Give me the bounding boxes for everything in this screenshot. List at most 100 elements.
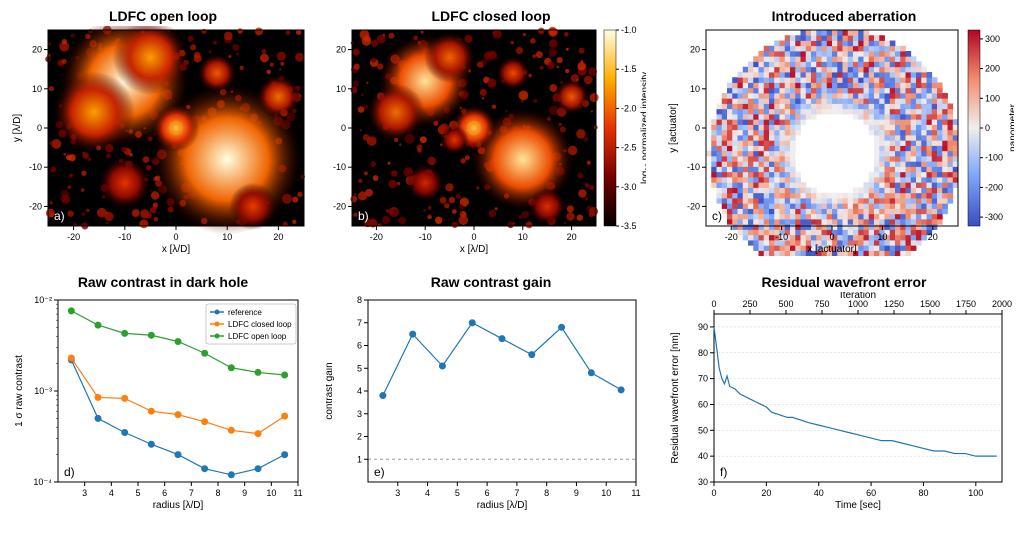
svg-text:11: 11 <box>293 488 302 498</box>
svg-text:Residual wavefront error [nm]: Residual wavefront error [nm] <box>670 332 681 463</box>
svg-text:10: 10 <box>266 488 276 498</box>
svg-text:20: 20 <box>567 232 577 242</box>
panel-b: LDFC closed loop b)-20-1001020-20-100102… <box>326 8 656 268</box>
svg-text:contrast gain: contrast gain <box>326 362 335 419</box>
svg-text:-300: -300 <box>985 212 1003 222</box>
svg-text:0: 0 <box>711 299 716 309</box>
svg-text:3: 3 <box>357 409 362 419</box>
svg-text:10: 10 <box>601 488 611 498</box>
svg-text:80: 80 <box>918 488 928 498</box>
svg-text:y [actuator]: y [actuator] <box>668 103 679 153</box>
svg-text:50: 50 <box>698 425 708 435</box>
svg-text:40: 40 <box>698 451 708 461</box>
svg-text:20: 20 <box>32 45 42 55</box>
svg-text:-3.0: -3.0 <box>621 182 637 192</box>
svg-text:20: 20 <box>690 45 700 55</box>
svg-text:750: 750 <box>814 299 829 309</box>
svg-text:90: 90 <box>698 322 708 332</box>
svg-text:-20: -20 <box>725 232 738 242</box>
svg-text:-10: -10 <box>29 162 42 172</box>
svg-text:e): e) <box>374 465 385 479</box>
svg-text:Time [sec]: Time [sec] <box>835 500 881 511</box>
svg-text:nanometer: nanometer <box>1008 103 1014 151</box>
svg-text:40: 40 <box>814 488 824 498</box>
svg-text:radius [λ/D]: radius [λ/D] <box>153 500 204 511</box>
svg-text:9: 9 <box>574 488 579 498</box>
svg-text:5: 5 <box>455 488 460 498</box>
svg-text:8: 8 <box>544 488 549 498</box>
svg-text:0: 0 <box>695 123 700 133</box>
svg-text:5: 5 <box>135 488 140 498</box>
panel-f-title: Residual wavefront error <box>664 274 1024 290</box>
svg-text:10: 10 <box>518 232 528 242</box>
svg-text:radius [λ/D]: radius [λ/D] <box>477 500 528 511</box>
svg-text:300: 300 <box>985 34 1000 44</box>
svg-text:0: 0 <box>711 488 716 498</box>
svg-text:4: 4 <box>109 488 114 498</box>
svg-text:7: 7 <box>189 488 194 498</box>
svg-text:-1.0: -1.0 <box>621 26 637 35</box>
svg-text:6: 6 <box>485 488 490 498</box>
svg-text:7: 7 <box>514 488 519 498</box>
svg-text:-20: -20 <box>29 201 42 211</box>
svg-text:1750: 1750 <box>956 299 976 309</box>
svg-text:20: 20 <box>761 488 771 498</box>
svg-text:100: 100 <box>968 488 983 498</box>
svg-text:100: 100 <box>985 93 1000 103</box>
panel-e-title: Raw contrast gain <box>326 274 656 290</box>
svg-text:f): f) <box>720 465 727 479</box>
svg-text:-10: -10 <box>333 162 346 172</box>
svg-text:5: 5 <box>357 363 362 373</box>
svg-text:80: 80 <box>698 348 708 358</box>
svg-text:6: 6 <box>162 488 167 498</box>
svg-text:2000: 2000 <box>992 299 1012 309</box>
svg-text:-1.5: -1.5 <box>621 64 637 74</box>
svg-text:-10: -10 <box>687 162 700 172</box>
svg-text:10: 10 <box>336 84 346 94</box>
svg-text:y [λ/D]: y [λ/D] <box>12 114 23 143</box>
panel-f: Residual wavefront error 0 20 40 60 80 100 30 4… <box>664 274 1024 524</box>
svg-text:6: 6 <box>357 341 362 351</box>
svg-text:-200: -200 <box>985 182 1003 192</box>
svg-text:0: 0 <box>173 232 178 242</box>
svg-text:-20: -20 <box>333 201 346 211</box>
svg-text:-100: -100 <box>985 153 1003 163</box>
svg-text:0: 0 <box>341 123 346 133</box>
svg-text:d): d) <box>64 465 75 479</box>
svg-text:0: 0 <box>829 232 834 242</box>
svg-text:60: 60 <box>698 399 708 409</box>
svg-text:x [λ/D]: x [λ/D] <box>460 244 489 255</box>
svg-text:1: 1 <box>357 454 362 464</box>
svg-text:-20: -20 <box>370 232 383 242</box>
svg-text:10⁻³: 10⁻³ <box>34 386 52 396</box>
panel-b-title: LDFC closed loop <box>326 8 656 24</box>
svg-text:-10: -10 <box>118 232 131 242</box>
svg-text:Iteration: Iteration <box>840 292 876 301</box>
svg-text:10: 10 <box>222 232 232 242</box>
panel-a: LDFC open loop a)-20-1001020-20-1001020x… <box>8 8 318 268</box>
svg-text:c): c) <box>712 209 722 223</box>
svg-text:30: 30 <box>698 477 708 487</box>
svg-text:500: 500 <box>778 299 793 309</box>
svg-text:-2.5: -2.5 <box>621 143 637 153</box>
svg-text:7: 7 <box>357 318 362 328</box>
svg-text:10: 10 <box>877 232 887 242</box>
panel-d: Raw contrast in dark hole 3456789101110⁻… <box>8 274 318 524</box>
svg-text:reference: reference <box>228 308 262 317</box>
svg-text:2: 2 <box>357 432 362 442</box>
svg-text:1500: 1500 <box>920 299 940 309</box>
svg-text:LDFC open loop: LDFC open loop <box>228 332 287 341</box>
svg-text:a): a) <box>54 209 65 223</box>
svg-text:8: 8 <box>357 295 362 305</box>
panel-c: Introduced aberration c)-20-1001020-20-1… <box>664 8 1024 268</box>
panel-c-title: Introduced aberration <box>664 8 1024 24</box>
svg-text:LDFC closed loop: LDFC closed loop <box>228 320 292 329</box>
svg-text:0: 0 <box>471 232 476 242</box>
svg-text:4: 4 <box>357 386 362 396</box>
svg-text:log₁₀ normalized intensity: log₁₀ normalized intensity <box>640 72 646 184</box>
svg-text:11: 11 <box>631 488 640 498</box>
panel-a-title: LDFC open loop <box>8 8 318 24</box>
svg-text:1250: 1250 <box>884 299 904 309</box>
svg-text:x [actuator]: x [actuator] <box>807 244 857 255</box>
panel-d-title: Raw contrast in dark hole <box>8 274 318 290</box>
